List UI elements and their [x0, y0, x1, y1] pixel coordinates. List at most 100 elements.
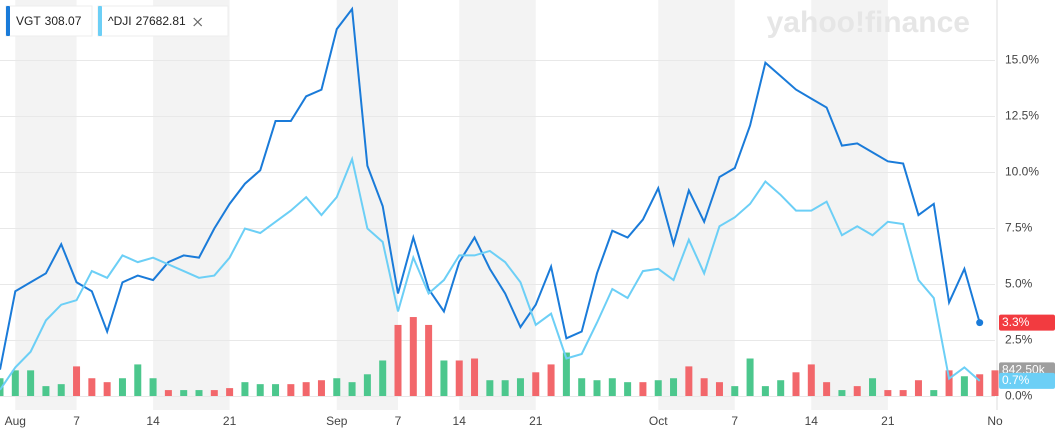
y-tick-label: 7.5% — [1005, 221, 1033, 235]
volume-bar — [547, 364, 555, 396]
volume-bar — [593, 380, 601, 396]
volume-bar — [914, 380, 922, 396]
legend-box — [5, 5, 93, 37]
volume-bar — [562, 352, 570, 396]
volume-bar — [777, 380, 785, 396]
x-tick-label: Oct — [649, 414, 668, 428]
y-tick-label: 12.5% — [1005, 109, 1039, 123]
y-tick-label: 0.0% — [1005, 389, 1033, 403]
x-tick-label: 21 — [881, 414, 895, 428]
volume-bar — [624, 382, 632, 396]
x-tick-label: 21 — [223, 414, 237, 428]
volume-bar — [27, 370, 35, 396]
volume-bar — [42, 386, 50, 396]
volume-bar — [516, 378, 524, 396]
volume-bar — [823, 382, 831, 396]
series-line — [0, 155, 981, 391]
volume-bar — [11, 370, 19, 396]
volume-bar — [746, 358, 754, 396]
x-tick-label: 14 — [805, 414, 819, 428]
legend-box — [97, 5, 229, 37]
volume-bar — [532, 372, 540, 396]
volume-bar — [578, 378, 586, 396]
volume-bar — [302, 382, 310, 396]
volume-bar — [210, 390, 218, 396]
volume-bar — [976, 374, 984, 396]
y-tick-label: 5.0% — [1005, 277, 1033, 291]
week-band — [459, 0, 536, 410]
volume-bar — [731, 386, 739, 396]
y-tick-label: 2.5% — [1005, 333, 1033, 347]
volume-bar — [149, 378, 157, 396]
value-tag-bg — [999, 314, 1055, 331]
volume-bar — [272, 384, 280, 396]
volume-bar — [317, 380, 325, 396]
volume-bar — [103, 382, 111, 396]
volume-bar — [700, 378, 708, 396]
x-tick-label: 14 — [146, 414, 160, 428]
volume-bar — [991, 370, 999, 396]
x-tick-label: No — [987, 414, 1003, 428]
volume-bar — [608, 378, 616, 396]
legend-item: VGT 308.07 — [5, 5, 93, 37]
volume-bar — [134, 364, 142, 396]
volume-bar — [88, 378, 96, 396]
volume-bar — [869, 378, 877, 396]
volume-bar — [348, 382, 356, 396]
legend-swatch — [98, 6, 102, 36]
week-band — [336, 0, 398, 410]
volume-bar — [226, 388, 234, 396]
volume-bar — [639, 382, 647, 396]
legend-close — [193, 17, 203, 27]
volume-bar — [164, 390, 172, 396]
volume-bar — [792, 372, 800, 396]
volume-bar — [440, 360, 448, 396]
volume-bar — [118, 378, 126, 396]
week-band — [811, 0, 888, 410]
legend-swatch — [6, 6, 10, 36]
x-tick-label: 7 — [395, 414, 402, 428]
legend-item: ^DJI 27682.81 — [97, 5, 229, 37]
volume-bar — [945, 370, 953, 396]
volume-bar — [670, 378, 678, 396]
volume-bar — [425, 324, 433, 396]
volume-bar — [807, 364, 815, 396]
volume-bar — [363, 374, 371, 396]
volume-bar — [853, 386, 861, 396]
legend-name: VGT — [16, 14, 41, 28]
volume-bar — [180, 390, 188, 396]
volume-bar — [960, 376, 968, 396]
x-tick-label: Aug — [5, 414, 26, 428]
x-tick-label: 14 — [453, 414, 467, 428]
value-tag: 0.7% — [1002, 373, 1030, 387]
volume-bar — [838, 390, 846, 396]
volume-bar — [241, 382, 249, 396]
volume-bar — [501, 380, 509, 396]
volume-bar — [379, 360, 387, 396]
series-line — [0, 6, 981, 370]
value-tag-bg — [999, 372, 1055, 389]
value-tag: 3.3% — [1002, 315, 1030, 329]
volume-bar — [73, 366, 81, 396]
x-tick-label: 7 — [731, 414, 738, 428]
legend-name: ^DJI — [108, 14, 132, 28]
x-tick-label: Sep — [326, 414, 348, 428]
volume-bar — [256, 384, 264, 396]
y-tick-label: 10.0% — [1005, 165, 1039, 179]
last-point — [976, 319, 984, 327]
x-tick-label: 21 — [529, 414, 543, 428]
volume-bar — [715, 382, 723, 396]
y-tick-label: 15.0% — [1005, 53, 1039, 67]
volume-bar — [455, 360, 463, 396]
volume-bar — [333, 378, 341, 396]
x-tick-label: 7 — [73, 414, 80, 428]
week-band — [153, 0, 230, 410]
legend-price: 27682.81 — [136, 14, 186, 28]
volume-bar — [195, 390, 203, 396]
volume-bar — [486, 380, 494, 396]
volume-bar — [899, 390, 907, 396]
volume-bar — [884, 390, 892, 396]
volume-bar — [471, 358, 479, 396]
